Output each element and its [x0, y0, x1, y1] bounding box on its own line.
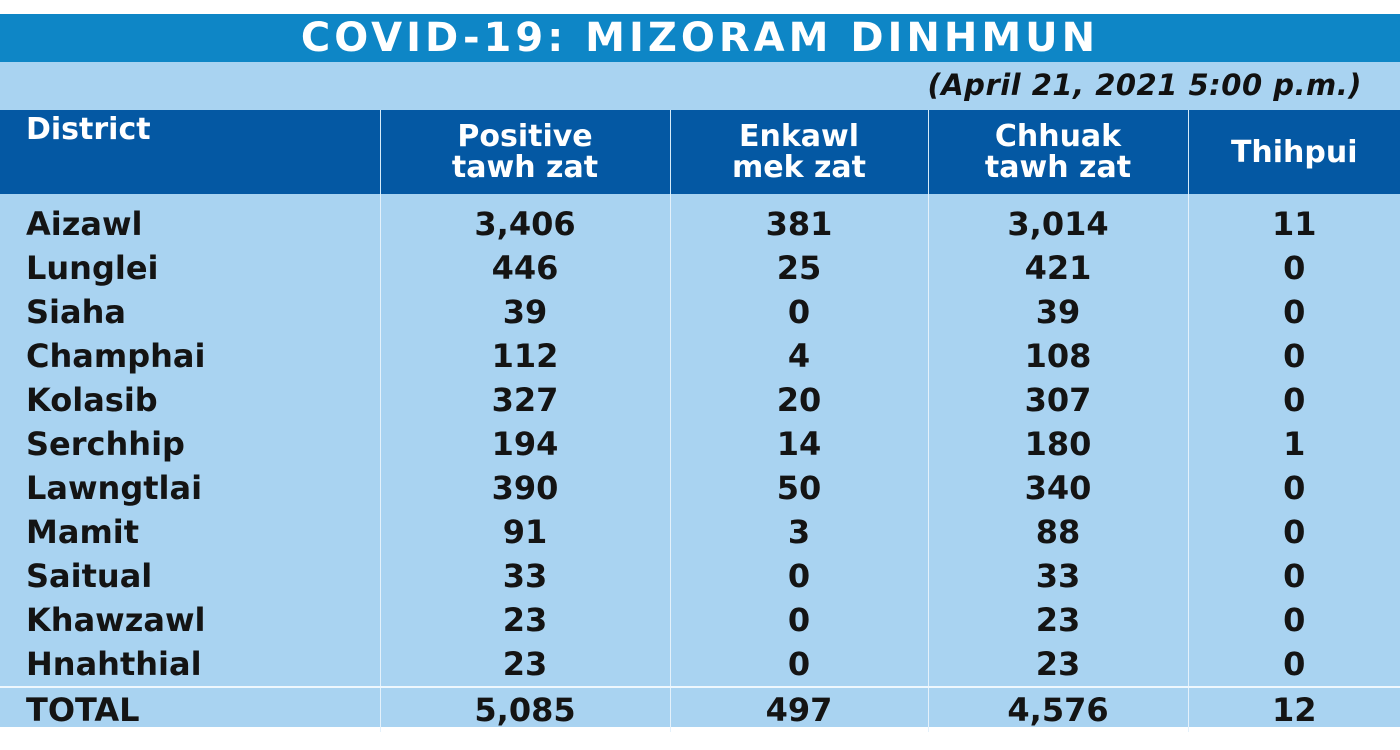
- district-cell: Saitual: [26, 557, 153, 595]
- column-header-line: tawh zat: [984, 150, 1132, 185]
- column-header-line: Chhuak: [994, 119, 1122, 154]
- column-header-recovered: Chhuak tawh zat: [927, 110, 1188, 194]
- table-row: Champhai 112 4 108 0: [0, 334, 1400, 378]
- covid-status-table-card: COVID-19: MIZORAM DINHMUN (April 21, 202…: [0, 14, 1400, 732]
- total-row: TOTAL 5,085 497 4,576 12: [0, 686, 1400, 732]
- district-cell: Mamit: [26, 513, 140, 551]
- deaths-cell: 0: [1187, 598, 1400, 642]
- column-header-deaths: Thihpui: [1187, 110, 1400, 194]
- active-cell: 0: [669, 598, 928, 642]
- positive-cell: 91: [379, 510, 670, 554]
- column-header-line: Enkawl: [738, 119, 860, 154]
- recovered-cell: 23: [927, 642, 1188, 687]
- active-cell: 4: [669, 334, 928, 378]
- positive-cell: 23: [379, 598, 670, 642]
- deaths-cell: 0: [1187, 554, 1400, 598]
- district-cell: Khawzawl: [26, 601, 206, 639]
- total-label: TOTAL: [0, 686, 380, 732]
- district-table: District Positive tawh zat Enkawl mek za…: [0, 110, 1400, 732]
- column-header-line: mek zat: [731, 150, 867, 185]
- table-row: Lunglei 446 25 421 0: [0, 246, 1400, 290]
- district-cell: Hnahthial: [26, 645, 202, 683]
- column-header-line: tawh zat: [451, 150, 599, 185]
- column-header-active: Enkawl mek zat: [669, 110, 928, 194]
- table-row: Khawzawl 23 0 23 0: [0, 598, 1400, 642]
- district-cell: Serchhip: [26, 425, 185, 463]
- total-active: 497: [669, 686, 928, 732]
- total-recovered: 4,576: [927, 686, 1188, 732]
- active-cell: 3: [669, 510, 928, 554]
- header-row: District Positive tawh zat Enkawl mek za…: [0, 110, 1400, 194]
- recovered-cell: 39: [927, 290, 1188, 334]
- active-cell: 381: [669, 194, 928, 246]
- positive-cell: 33: [379, 554, 670, 598]
- active-cell: 50: [669, 466, 928, 510]
- positive-cell: 3,406: [379, 194, 670, 246]
- column-header-line: District: [26, 112, 151, 147]
- positive-cell: 194: [379, 422, 670, 466]
- active-cell: 0: [669, 642, 928, 687]
- deaths-cell: 0: [1187, 290, 1400, 334]
- recovered-cell: 340: [927, 466, 1188, 510]
- recovered-cell: 307: [927, 378, 1188, 422]
- deaths-cell: 1: [1187, 422, 1400, 466]
- recovered-cell: 33: [927, 554, 1188, 598]
- column-header-line: Thihpui: [1230, 134, 1358, 170]
- table-row: Siaha 39 0 39 0: [0, 290, 1400, 334]
- table-row: Hnahthial 23 0 23 0: [0, 642, 1400, 687]
- recovered-cell: 180: [927, 422, 1188, 466]
- positive-cell: 23: [379, 642, 670, 687]
- deaths-cell: 0: [1187, 466, 1400, 510]
- active-cell: 25: [669, 246, 928, 290]
- deaths-cell: 11: [1187, 194, 1400, 246]
- district-cell: Siaha: [26, 293, 126, 331]
- deaths-cell: 0: [1187, 510, 1400, 554]
- recovered-cell: 88: [927, 510, 1188, 554]
- positive-cell: 446: [379, 246, 670, 290]
- deaths-cell: 0: [1187, 378, 1400, 422]
- timestamp: (April 21, 2021 5:00 p.m.): [927, 68, 1362, 102]
- page-title: COVID-19: MIZORAM DINHMUN: [0, 14, 1400, 62]
- active-cell: 0: [669, 554, 928, 598]
- column-header-district: District: [0, 110, 380, 194]
- positive-cell: 39: [379, 290, 670, 334]
- column-header-positive: Positive tawh zat: [379, 110, 670, 194]
- district-cell: Lawngtlai: [26, 469, 203, 507]
- table-footer: TOTAL 5,085 497 4,576 12: [0, 686, 1400, 732]
- table-body: Aizawl 3,406 381 3,014 11 Lunglei 446 25 421 0 Sia…: [0, 194, 1400, 687]
- active-cell: 14: [669, 422, 928, 466]
- deaths-cell: 0: [1187, 642, 1400, 687]
- district-cell: Lunglei: [26, 249, 159, 287]
- table-row: Aizawl 3,406 381 3,014 11: [0, 194, 1400, 246]
- positive-cell: 327: [379, 378, 670, 422]
- table-row: Serchhip 194 14 180 1: [0, 422, 1400, 466]
- total-deaths: 12: [1187, 686, 1400, 732]
- deaths-cell: 0: [1187, 334, 1400, 378]
- column-header-line: Positive: [457, 119, 593, 154]
- table-row: Kolasib 327 20 307 0: [0, 378, 1400, 422]
- table-row: Lawngtlai 390 50 340 0: [0, 466, 1400, 510]
- active-cell: 20: [669, 378, 928, 422]
- district-cell: Aizawl: [26, 205, 143, 243]
- positive-cell: 390: [379, 466, 670, 510]
- recovered-cell: 3,014: [927, 194, 1188, 246]
- total-positive: 5,085: [379, 686, 670, 732]
- positive-cell: 112: [379, 334, 670, 378]
- table-row: Saitual 33 0 33 0: [0, 554, 1400, 598]
- recovered-cell: 421: [927, 246, 1188, 290]
- recovered-cell: 108: [927, 334, 1188, 378]
- district-cell: Kolasib: [26, 381, 158, 419]
- table-row: Mamit 91 3 88 0: [0, 510, 1400, 554]
- active-cell: 0: [669, 290, 928, 334]
- recovered-cell: 23: [927, 598, 1188, 642]
- table-header: District Positive tawh zat Enkawl mek za…: [0, 110, 1400, 194]
- district-cell: Champhai: [26, 337, 206, 375]
- deaths-cell: 0: [1187, 246, 1400, 290]
